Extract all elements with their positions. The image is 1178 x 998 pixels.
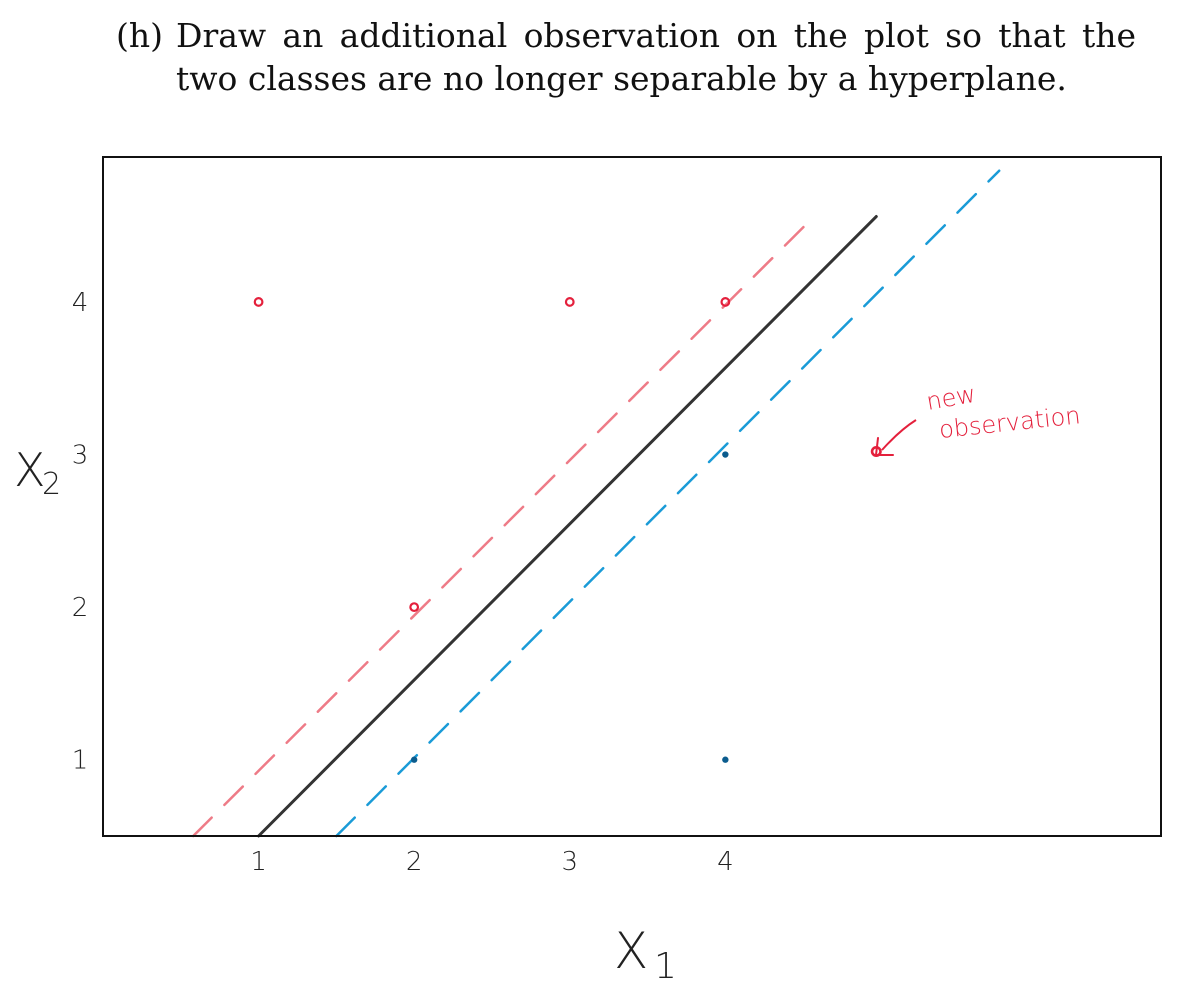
question-body: Draw an additional observation on the pl… [176,16,1136,98]
blue-margin-line [335,169,1001,838]
red-point-3 [409,602,420,613]
points-layer [253,297,882,763]
ticks-layer: 1 2 3 4 1 2 3 4 [72,288,734,877]
x-tick-label: 1 [250,847,267,877]
new-observation-annotation: new observation [875,380,1082,456]
y-tick-label: 3 [72,441,89,471]
annotation-line1: new [924,380,978,416]
blue-point-0 [410,756,418,763]
x-axis-label-subscript: 1 [654,946,677,987]
x-tick-label: 4 [717,847,734,877]
x-tick-label: 3 [561,847,578,877]
red-point-1 [564,297,575,307]
red-point-0 [253,297,264,307]
y-tick-label: 1 [72,746,89,776]
y-axis-label-main: X [14,443,46,497]
y-tick-label: 2 [72,593,89,623]
question-label: (h) [116,16,164,55]
hyperplane-line [257,215,878,838]
red-point-2 [720,297,731,307]
question-text-block: (h) Draw an additional observation on th… [116,14,1136,100]
y-tick-label: 4 [72,288,89,318]
annotation-arrow-head [875,437,894,456]
blue-point-2 [722,451,729,458]
lines-layer [191,169,1001,838]
y-axis-label-subscript: 2 [42,467,61,502]
red-margin-line [191,215,816,838]
x-axis-label: X 1 [614,922,677,987]
plot-frame [102,156,1162,837]
annotation-arrow-shaft [881,419,917,451]
y-axis-label: X 2 [14,443,61,502]
x-tick-label: 2 [406,847,423,877]
blue-point-1 [722,756,729,763]
x-axis-label-main: X [614,922,648,980]
